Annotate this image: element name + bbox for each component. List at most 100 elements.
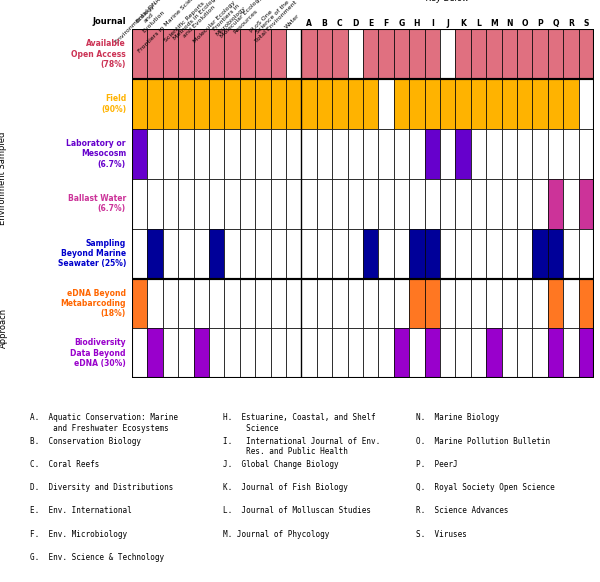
FancyBboxPatch shape [271, 29, 286, 79]
FancyBboxPatch shape [455, 179, 471, 229]
FancyBboxPatch shape [486, 328, 502, 378]
Text: L.  Journal of Molluscan Studies: L. Journal of Molluscan Studies [223, 506, 371, 515]
FancyBboxPatch shape [178, 328, 194, 378]
FancyBboxPatch shape [563, 29, 578, 79]
FancyBboxPatch shape [132, 179, 148, 229]
FancyBboxPatch shape [517, 229, 532, 279]
Text: Frontiers in Marine Science: Frontiers in Marine Science [137, 0, 200, 54]
FancyBboxPatch shape [517, 328, 532, 378]
Text: E: E [368, 19, 373, 28]
FancyBboxPatch shape [148, 229, 163, 279]
FancyBboxPatch shape [178, 79, 194, 129]
FancyBboxPatch shape [224, 79, 240, 129]
Text: F.  Env. Microbiology: F. Env. Microbiology [30, 530, 127, 538]
Text: Methods in Ecology
and Evolution: Methods in Ecology and Evolution [172, 0, 223, 45]
FancyBboxPatch shape [163, 279, 178, 328]
Text: Available
Open Access
(78%): Available Open Access (78%) [71, 39, 126, 69]
Text: N: N [506, 19, 512, 28]
FancyBboxPatch shape [332, 79, 347, 129]
FancyBboxPatch shape [363, 29, 379, 79]
FancyBboxPatch shape [363, 179, 379, 229]
FancyBboxPatch shape [332, 229, 347, 279]
FancyBboxPatch shape [379, 328, 394, 378]
FancyBboxPatch shape [548, 229, 563, 279]
FancyBboxPatch shape [379, 279, 394, 328]
Text: Water: Water [284, 13, 300, 30]
FancyBboxPatch shape [440, 328, 455, 378]
FancyBboxPatch shape [240, 79, 255, 129]
FancyBboxPatch shape [548, 129, 563, 179]
FancyBboxPatch shape [163, 79, 178, 129]
FancyBboxPatch shape [271, 279, 286, 328]
FancyBboxPatch shape [440, 279, 455, 328]
FancyBboxPatch shape [502, 129, 517, 179]
FancyBboxPatch shape [132, 279, 148, 328]
FancyBboxPatch shape [317, 229, 332, 279]
FancyBboxPatch shape [132, 29, 148, 79]
Text: P.  PeerJ: P. PeerJ [416, 460, 458, 469]
FancyBboxPatch shape [379, 29, 394, 79]
Text: C.  Coral Reefs: C. Coral Reefs [30, 460, 100, 469]
Text: K.  Journal of Fish Biology: K. Journal of Fish Biology [223, 483, 348, 492]
FancyBboxPatch shape [240, 29, 255, 79]
FancyBboxPatch shape [209, 79, 224, 129]
FancyBboxPatch shape [440, 79, 455, 129]
FancyBboxPatch shape [286, 179, 301, 229]
FancyBboxPatch shape [455, 279, 471, 328]
FancyBboxPatch shape [425, 79, 440, 129]
Text: PLoS One: PLoS One [249, 9, 274, 34]
FancyBboxPatch shape [317, 129, 332, 179]
Text: Ecology
and
Evolution: Ecology and Evolution [133, 1, 166, 34]
FancyBboxPatch shape [271, 229, 286, 279]
FancyBboxPatch shape [409, 29, 425, 79]
FancyBboxPatch shape [209, 179, 224, 229]
FancyBboxPatch shape [347, 328, 363, 378]
FancyBboxPatch shape [532, 179, 548, 229]
Text: M. Journal of Phycology: M. Journal of Phycology [223, 530, 329, 538]
Text: O.  Marine Pollution Bulletin: O. Marine Pollution Bulletin [416, 436, 551, 445]
FancyBboxPatch shape [394, 29, 409, 79]
FancyBboxPatch shape [163, 129, 178, 179]
Text: A: A [306, 19, 312, 28]
FancyBboxPatch shape [471, 179, 486, 229]
FancyBboxPatch shape [486, 179, 502, 229]
FancyBboxPatch shape [455, 229, 471, 279]
Text: Laboratory or
Mesocosm
(6.7%): Laboratory or Mesocosm (6.7%) [67, 139, 126, 169]
FancyBboxPatch shape [502, 29, 517, 79]
FancyBboxPatch shape [471, 79, 486, 129]
FancyBboxPatch shape [532, 279, 548, 328]
FancyBboxPatch shape [532, 229, 548, 279]
FancyBboxPatch shape [455, 328, 471, 378]
FancyBboxPatch shape [332, 328, 347, 378]
FancyBboxPatch shape [224, 229, 240, 279]
Text: R: R [568, 19, 574, 28]
Text: O: O [521, 19, 528, 28]
FancyBboxPatch shape [471, 279, 486, 328]
FancyBboxPatch shape [486, 279, 502, 328]
FancyBboxPatch shape [132, 229, 148, 279]
FancyBboxPatch shape [255, 279, 271, 328]
Text: Biodiversity
Data Beyond
eDNA (30%): Biodiversity Data Beyond eDNA (30%) [71, 339, 126, 368]
FancyBboxPatch shape [317, 29, 332, 79]
Text: L: L [476, 19, 481, 28]
FancyBboxPatch shape [347, 29, 363, 79]
FancyBboxPatch shape [148, 328, 163, 378]
FancyBboxPatch shape [502, 279, 517, 328]
FancyBboxPatch shape [425, 179, 440, 229]
Text: J.  Global Change Biology: J. Global Change Biology [223, 460, 339, 469]
FancyBboxPatch shape [209, 229, 224, 279]
FancyBboxPatch shape [578, 79, 594, 129]
FancyBboxPatch shape [194, 229, 209, 279]
FancyBboxPatch shape [224, 129, 240, 179]
Text: Sampling
Beyond Marine
Seawater (25%): Sampling Beyond Marine Seawater (25%) [58, 239, 126, 268]
Text: B.  Conservation Biology: B. Conservation Biology [30, 436, 141, 445]
Text: Journal: Journal [92, 17, 126, 26]
Text: I: I [431, 19, 434, 28]
FancyBboxPatch shape [347, 129, 363, 179]
FancyBboxPatch shape [132, 79, 148, 129]
FancyBboxPatch shape [178, 279, 194, 328]
Text: H.  Estuarine, Coastal, and Shelf
     Science: H. Estuarine, Coastal, and Shelf Science [223, 413, 376, 432]
FancyBboxPatch shape [163, 328, 178, 378]
FancyBboxPatch shape [301, 179, 317, 229]
Text: A.  Aquatic Conservation: Marine
     and Freshwater Ecosystems: A. Aquatic Conservation: Marine and Fres… [30, 413, 178, 432]
